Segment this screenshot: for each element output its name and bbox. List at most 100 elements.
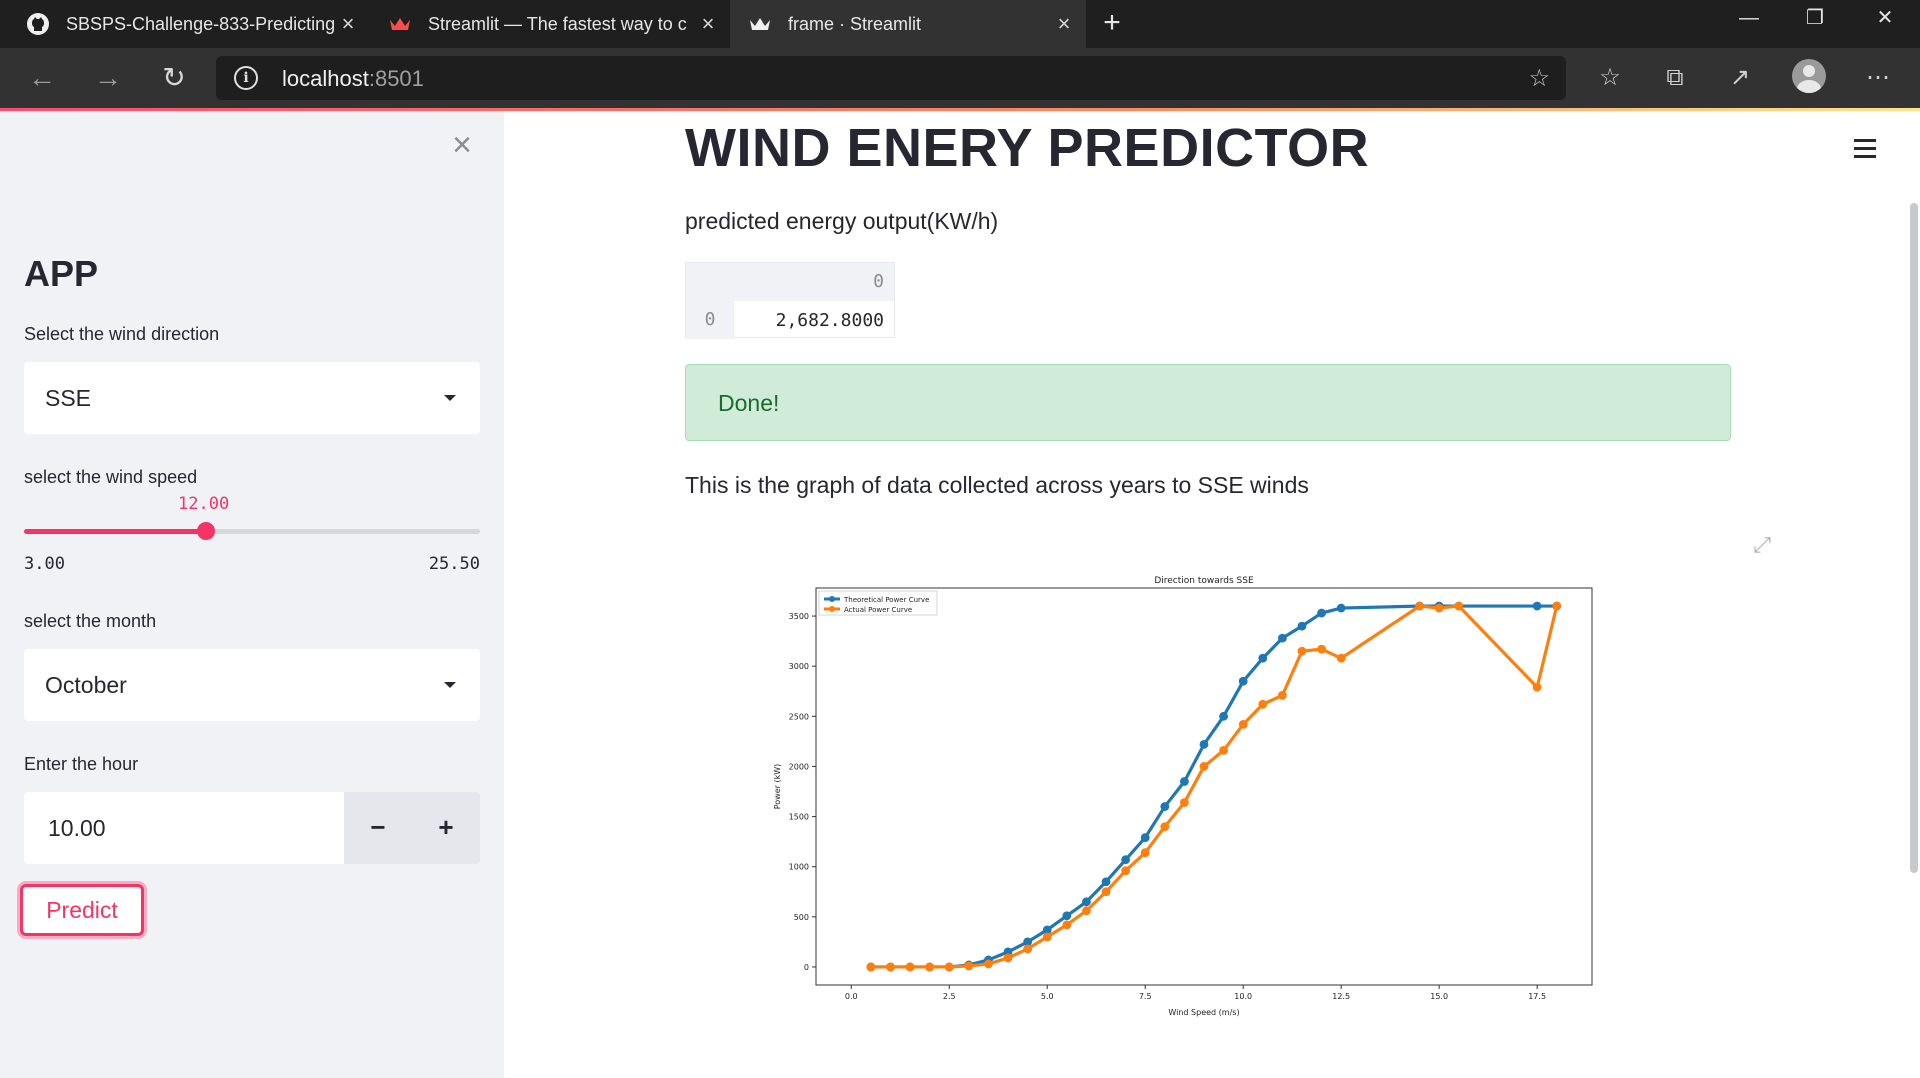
tab-title: SBSPS-Challenge-833-Predicting <box>66 13 336 34</box>
increment-button[interactable]: + <box>412 792 480 864</box>
minimize-button[interactable]: — <box>1739 7 1759 29</box>
slider-thumb[interactable] <box>197 522 216 540</box>
data-point <box>964 961 974 971</box>
plot-frame <box>815 587 1593 986</box>
dataframe-column-header: 0 <box>873 271 884 292</box>
data-point <box>1023 944 1033 954</box>
data-point <box>1003 953 1013 963</box>
data-point <box>1042 925 1052 935</box>
chevron-down-icon <box>444 395 456 401</box>
decrement-button[interactable]: − <box>344 792 412 864</box>
month-select[interactable]: October <box>24 649 480 721</box>
close-icon[interactable]: × <box>701 11 715 36</box>
success-alert: Done! <box>685 364 1731 441</box>
slider-fill <box>24 529 207 534</box>
streamlit-crown-icon <box>750 18 770 30</box>
hour-value: 10.00 <box>48 815 106 841</box>
x-tick-label: 10.0 <box>1234 992 1252 1001</box>
dataframe-row-index: 0 <box>686 301 734 339</box>
y-tick-label: 3500 <box>789 612 809 621</box>
browser-tab-bar: SBSPS-Challenge-833-Predicting × Streaml… <box>0 0 1920 48</box>
data-point <box>1140 848 1150 858</box>
profile-avatar[interactable] <box>1792 59 1826 93</box>
legend-marker <box>829 606 835 612</box>
x-tick-label: 7.5 <box>1139 992 1152 1001</box>
collections-icon[interactable]: ⧉ <box>1666 64 1684 91</box>
y-tick-label: 2000 <box>789 762 809 771</box>
data-point <box>1532 601 1542 611</box>
data-point <box>1277 690 1287 700</box>
legend-entry: Actual Power Curve <box>844 606 912 614</box>
graph-caption: This is the graph of data collected acro… <box>685 472 1309 498</box>
month-value: October <box>45 672 127 698</box>
data-point <box>1552 601 1562 611</box>
window-close-button[interactable]: ✕ <box>1876 7 1894 29</box>
browser-tab-github[interactable]: SBSPS-Challenge-833-Predicting × <box>0 0 370 48</box>
forward-button[interactable]: → <box>94 62 122 93</box>
y-axis-label: Power (kW) <box>773 764 782 810</box>
data-point <box>1238 676 1248 686</box>
power-curve-chart: Direction towards SSE Wind Speed (m/s) Pow… <box>770 568 1650 1023</box>
hamburger-menu-icon[interactable] <box>1854 139 1880 161</box>
browser-tab-frame[interactable]: frame · Streamlit × <box>730 0 1086 48</box>
page-title: WIND ENERY PREDICTOR <box>685 118 1370 178</box>
wind-direction-select[interactable]: SSE <box>24 362 480 434</box>
sidebar-close-icon[interactable]: × <box>452 126 472 164</box>
data-point <box>1199 762 1209 771</box>
dataframe-cell: 2,682.8000 <box>775 310 884 331</box>
restore-button[interactable]: ❐ <box>1806 7 1824 29</box>
fullscreen-expand-icon[interactable]: ⤢ <box>1753 532 1771 557</box>
browser-tab-streamlit[interactable]: Streamlit — The fastest way to cr × <box>370 0 730 48</box>
sidebar-heading: APP <box>24 253 99 294</box>
data-point <box>1317 644 1326 654</box>
chart-svg: Direction towards SSE Wind Speed (m/s) Pow… <box>773 576 1593 1017</box>
address-bar[interactable]: i localhost:8501 ☆ <box>216 56 1566 100</box>
x-tick-label: 12.5 <box>1332 992 1350 1001</box>
predict-button[interactable]: Predict <box>20 884 144 936</box>
github-icon <box>27 13 49 35</box>
more-options-icon[interactable]: ⋯ <box>1866 64 1890 91</box>
data-point <box>1297 621 1307 631</box>
y-tick-label: 1000 <box>789 863 809 872</box>
favorite-star-icon[interactable]: ☆ <box>1528 65 1550 92</box>
hour-label: Enter the hour <box>24 754 139 774</box>
data-point <box>1258 699 1268 709</box>
reload-button[interactable]: ↻ <box>162 62 186 93</box>
hour-input[interactable]: 10.00 <box>24 792 344 864</box>
favorites-icon[interactable]: ☆ <box>1599 64 1621 91</box>
data-point <box>944 962 954 972</box>
x-tick-label: 5.0 <box>1041 992 1054 1001</box>
data-point <box>984 959 993 969</box>
close-icon[interactable]: × <box>341 11 355 36</box>
wind-speed-value: 12.00 <box>178 494 230 514</box>
data-point <box>1336 603 1346 613</box>
data-point <box>1454 601 1464 611</box>
dataframe-header: 0 <box>686 263 894 301</box>
new-tab-button[interactable]: + <box>1103 6 1121 39</box>
browser-nav-bar: ← → ↻ i localhost:8501 ☆ ☆ ⧉ ↗ ⋯ <box>0 48 1920 108</box>
data-point <box>1140 833 1150 843</box>
site-info-icon[interactable]: i <box>234 66 258 90</box>
data-point <box>1062 920 1072 930</box>
data-point <box>1415 601 1424 611</box>
data-point <box>1238 719 1248 729</box>
chevron-down-icon <box>444 682 456 688</box>
data-point <box>1180 777 1189 786</box>
data-point <box>1023 937 1033 947</box>
y-tick-label: 0 <box>804 963 809 972</box>
wind-speed-slider[interactable] <box>24 522 480 540</box>
data-point <box>886 962 895 972</box>
close-icon[interactable]: × <box>1057 11 1071 36</box>
x-tick-label: 17.5 <box>1528 992 1546 1001</box>
page-scrollbar[interactable] <box>1910 203 1918 873</box>
back-button[interactable]: ← <box>28 62 56 93</box>
sidebar: × APP Select the wind direction SSE sele… <box>0 111 504 1078</box>
data-point <box>1434 603 1444 613</box>
share-icon[interactable]: ↗ <box>1729 64 1751 91</box>
data-point <box>1101 877 1111 887</box>
data-point <box>1336 653 1346 663</box>
data-point <box>1160 822 1170 832</box>
data-point <box>1317 608 1326 618</box>
y-tick-label: 2500 <box>789 712 809 721</box>
wind-speed-label: select the wind speed <box>24 467 198 487</box>
